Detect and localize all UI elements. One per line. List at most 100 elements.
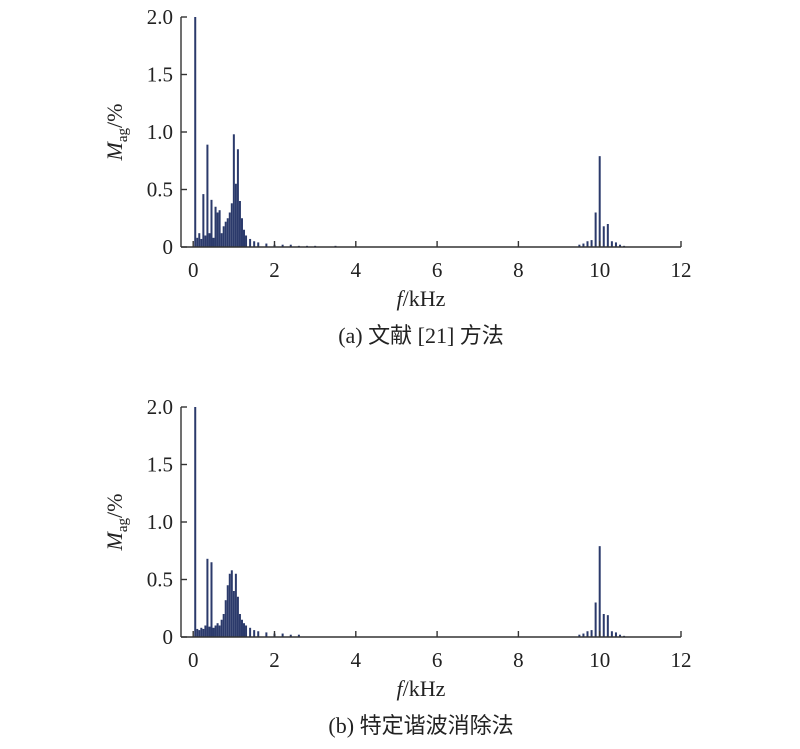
bar <box>606 615 609 637</box>
y-tick-label: 2.0 <box>147 395 173 419</box>
x-tick-label: 10 <box>589 648 610 672</box>
y-tick-label: 0 <box>163 625 174 649</box>
bar <box>198 630 201 637</box>
bar <box>253 241 256 247</box>
x-tick-label: 2 <box>269 648 280 672</box>
chart-panel-a: 0 0.5 1.0 1.5 2.0 0 2 4 6 8 10 12 Mag/% f/kHz (a) … <box>102 5 692 348</box>
bar <box>212 237 215 247</box>
bars-group <box>194 17 626 247</box>
bar <box>208 233 211 247</box>
y-ticks: 0 0.5 1.0 1.5 2.0 <box>147 395 187 649</box>
y-label-unit: /% <box>102 494 127 518</box>
x-tick-label: 0 <box>188 648 199 672</box>
bar <box>206 144 209 247</box>
bar <box>619 244 622 247</box>
x-tick-label: 8 <box>513 648 524 672</box>
x-tick-label: 2 <box>269 258 280 282</box>
panel-caption: (b) 特定谐波消除法 <box>328 713 513 738</box>
bar <box>249 627 252 637</box>
bar <box>226 218 229 247</box>
bar <box>240 619 243 637</box>
bar <box>206 558 209 637</box>
bar <box>222 226 225 247</box>
bar <box>590 630 593 637</box>
y-tick-label: 1.5 <box>147 63 173 87</box>
x-tick-label: 10 <box>589 258 610 282</box>
bar <box>582 633 585 637</box>
bar <box>234 183 237 247</box>
bar <box>200 238 203 247</box>
bar <box>230 570 233 637</box>
x-axis-label: f/kHz <box>397 676 446 701</box>
bar <box>234 573 237 637</box>
bar <box>249 238 252 247</box>
bar <box>216 212 219 247</box>
y-tick-label: 1.0 <box>147 510 173 534</box>
bar <box>238 614 241 637</box>
bar <box>228 573 231 637</box>
bar <box>194 407 197 637</box>
x-ticks: 0 2 4 6 8 10 12 <box>188 241 692 282</box>
y-ticks: 0 0.5 1.0 1.5 2.0 <box>147 5 187 259</box>
bar <box>614 242 617 247</box>
y-label-sub: ag <box>115 517 131 532</box>
bar <box>253 630 256 637</box>
bar <box>198 233 201 247</box>
bar <box>245 625 248 637</box>
x-tick-label: 12 <box>671 258 692 282</box>
x-tick-label: 8 <box>513 258 524 282</box>
bar <box>196 628 199 637</box>
bar <box>586 241 589 247</box>
bar <box>578 634 581 637</box>
bar <box>218 210 221 247</box>
bar <box>240 218 243 247</box>
y-tick-label: 0.5 <box>147 178 173 202</box>
bar <box>196 237 199 247</box>
bar <box>598 156 601 247</box>
x-tick-label: 0 <box>188 258 199 282</box>
bar <box>610 631 613 637</box>
bar <box>214 206 217 247</box>
bar <box>289 244 292 247</box>
x-tick-label: 4 <box>351 258 362 282</box>
bar <box>228 212 231 247</box>
bar <box>224 221 227 247</box>
bar <box>232 591 235 637</box>
x-tick-label: 4 <box>351 648 362 672</box>
bar <box>297 634 300 637</box>
bar <box>578 244 581 247</box>
y-tick-label: 0 <box>163 235 174 259</box>
y-label-var: M <box>102 530 127 551</box>
bar <box>210 199 213 247</box>
bar <box>281 244 284 247</box>
y-label-unit: /% <box>102 104 127 128</box>
panel-caption: (a) 文献 [21] 方法 <box>338 323 504 348</box>
bar <box>208 626 211 637</box>
bar <box>230 203 233 247</box>
x-tick-label: 6 <box>432 258 443 282</box>
bars-group <box>194 407 626 637</box>
bar <box>238 201 241 247</box>
bar <box>220 233 223 247</box>
x-label-var: f <box>397 286 406 311</box>
x-label-unit: /kHz <box>403 286 446 311</box>
bar <box>194 17 197 247</box>
bar <box>214 625 217 637</box>
bar <box>224 600 227 637</box>
bar <box>594 212 597 247</box>
y-tick-label: 1.0 <box>147 120 173 144</box>
bar <box>602 614 605 637</box>
bar <box>210 562 213 637</box>
y-tick-label: 1.5 <box>147 453 173 477</box>
bar <box>212 627 215 637</box>
y-tick-label: 2.0 <box>147 5 173 29</box>
bar <box>236 596 239 637</box>
bar <box>232 134 235 247</box>
x-axis-label: f/kHz <box>397 286 446 311</box>
bar <box>281 633 284 637</box>
bar <box>202 194 205 247</box>
x-ticks: 0 2 4 6 8 10 12 <box>188 631 692 672</box>
bar <box>614 632 617 637</box>
bar <box>606 224 609 247</box>
